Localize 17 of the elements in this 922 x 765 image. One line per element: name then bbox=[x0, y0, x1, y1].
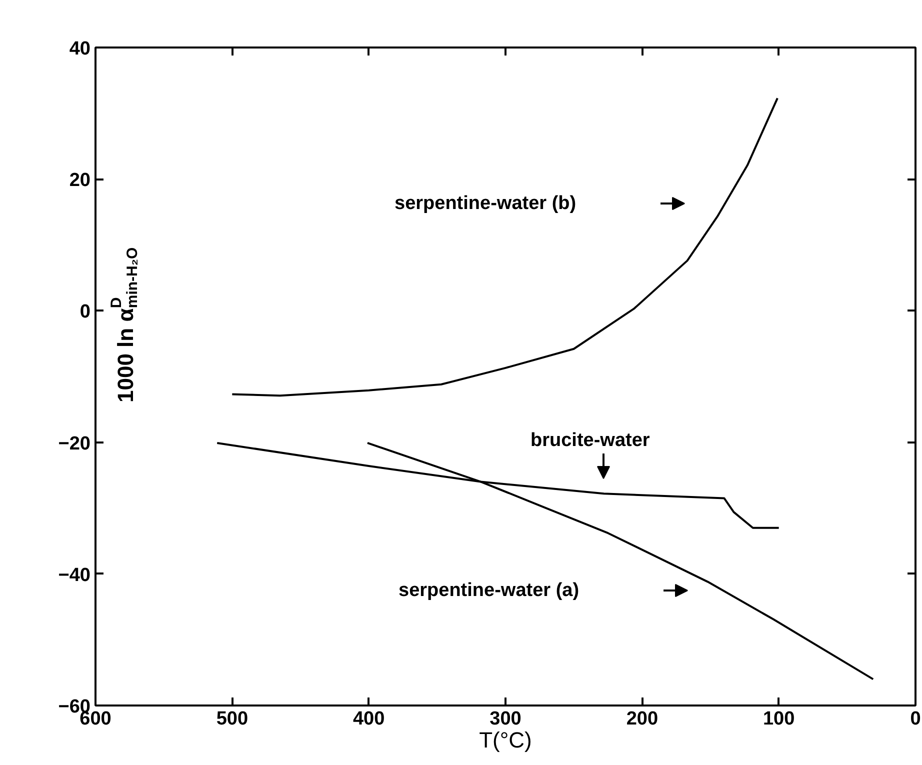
line-series bbox=[231, 97, 778, 397]
y-tick-label: 0 bbox=[80, 302, 91, 323]
y-tick-label: −20 bbox=[58, 433, 91, 454]
annotation: serpentine-water (a) bbox=[398, 580, 580, 601]
x-tick-label: 0 bbox=[910, 708, 921, 730]
y-tick-label: 40 bbox=[69, 38, 91, 60]
x-tick-label: 300 bbox=[490, 708, 522, 730]
x-tick-label: 500 bbox=[216, 708, 248, 730]
y-tick-label: −40 bbox=[58, 564, 91, 586]
annotation: brucite-water bbox=[530, 430, 650, 451]
y-axis-title: 1000 ln αDmin-H₂O bbox=[108, 246, 141, 402]
x-tick-label: 200 bbox=[626, 708, 658, 730]
x-tick-label: 100 bbox=[762, 708, 795, 730]
x-axis-title: T(°C) bbox=[479, 728, 532, 752]
annotation: serpentine-water (b) bbox=[394, 193, 576, 214]
y-tick-label: 20 bbox=[69, 170, 91, 192]
x-tick-label: 400 bbox=[352, 708, 385, 730]
